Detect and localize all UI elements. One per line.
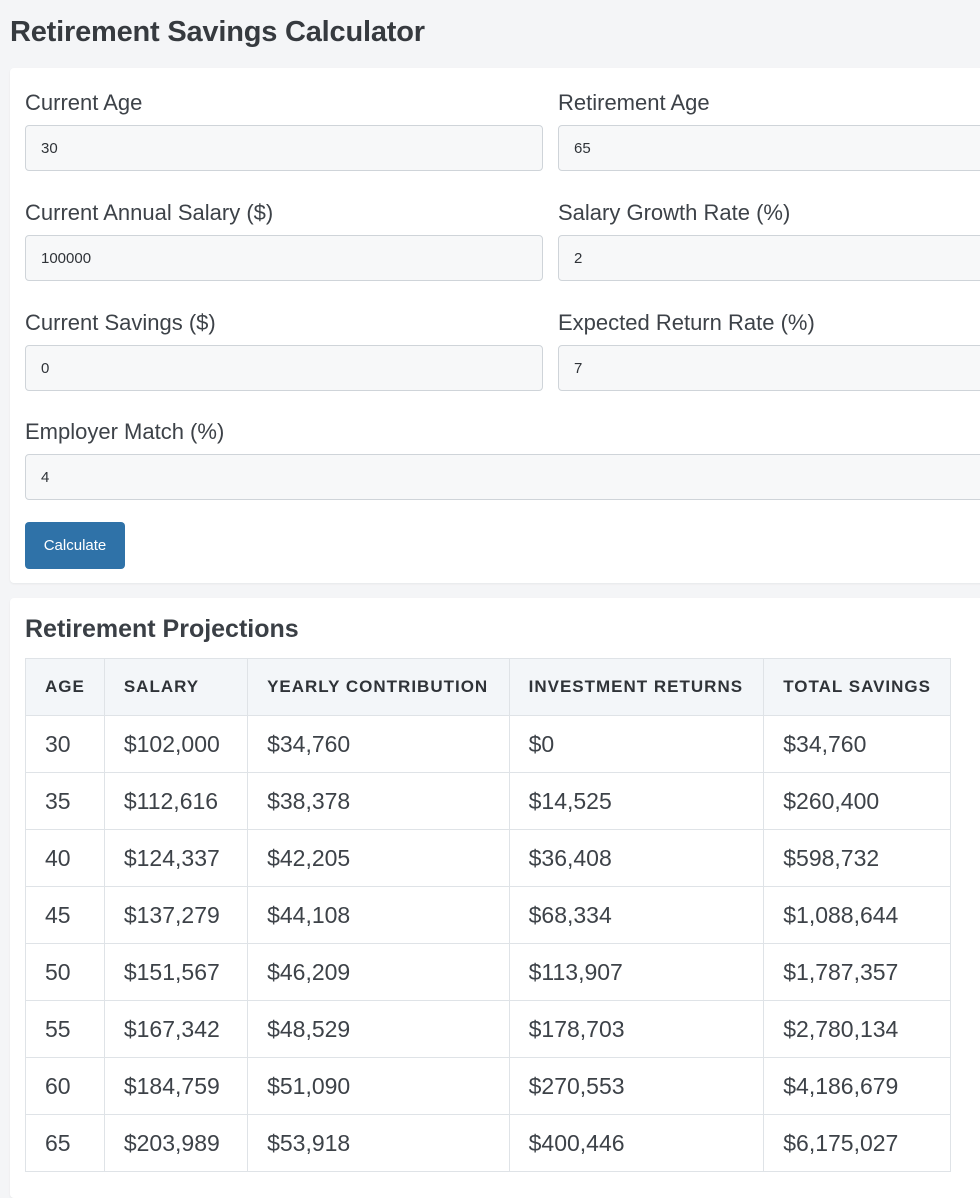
cell-yearly-contribution: $48,529: [247, 1000, 510, 1058]
cell-salary: $124,337: [103, 829, 249, 887]
cell-age: 55: [25, 1000, 105, 1058]
cell-total-savings: $1,787,357: [763, 943, 951, 1001]
table-row: 30 $102,000 $34,760 $0 $34,760: [25, 715, 951, 773]
cell-yearly-contribution: $38,378: [247, 772, 510, 830]
cell-yearly-contribution: $44,108: [247, 886, 510, 944]
current-age-label: Current Age: [25, 90, 143, 115]
cell-total-savings: $260,400: [763, 772, 951, 830]
cell-investment-returns: $68,334: [508, 886, 765, 944]
cell-total-savings: $34,760: [763, 715, 951, 773]
column-header-age: AGE: [25, 658, 105, 716]
cell-age: 40: [25, 829, 105, 887]
column-header-yearly-contribution: YEARLY CONTRIBUTION: [247, 658, 510, 716]
cell-investment-returns: $0: [508, 715, 765, 773]
cell-investment-returns: $36,408: [508, 829, 765, 887]
cell-salary: $151,567: [103, 943, 249, 1001]
retirement-age-input[interactable]: [558, 125, 980, 171]
column-header-investment-returns: INVESTMENT RETURNS: [508, 658, 765, 716]
cell-salary: $112,616: [103, 772, 249, 830]
cell-yearly-contribution: $34,760: [247, 715, 510, 773]
table-row: 55 $167,342 $48,529 $178,703 $2,780,134: [25, 1000, 951, 1058]
table-row: 45 $137,279 $44,108 $68,334 $1,088,644: [25, 886, 951, 944]
cell-total-savings: $598,732: [763, 829, 951, 887]
current-savings-input[interactable]: [25, 345, 543, 391]
salary-growth-input[interactable]: [558, 235, 980, 281]
table-row: 50 $151,567 $46,209 $113,907 $1,787,357: [25, 943, 951, 1001]
current-savings-label: Current Savings ($): [25, 310, 216, 335]
cell-total-savings: $4,186,679: [763, 1057, 951, 1115]
cell-age: 50: [25, 943, 105, 1001]
column-header-salary: SALARY: [103, 658, 249, 716]
cell-investment-returns: $400,446: [508, 1114, 765, 1172]
cell-age: 60: [25, 1057, 105, 1115]
employer-match-input[interactable]: [25, 454, 980, 500]
calculator-form: Current Age Retirement Age Current Annua…: [10, 68, 980, 583]
projections-table: AGE SALARY YEARLY CONTRIBUTION INVESTMEN…: [25, 658, 951, 1172]
cell-yearly-contribution: $46,209: [247, 943, 510, 1001]
table-row: 35 $112,616 $38,378 $14,525 $260,400: [25, 772, 951, 830]
cell-age: 65: [25, 1114, 105, 1172]
results-panel: Retirement Projections AGE SALARY YEARLY…: [10, 598, 980, 1198]
current-salary-input[interactable]: [25, 235, 543, 281]
cell-salary: $167,342: [103, 1000, 249, 1058]
column-header-total-savings: TOTAL SAVINGS: [763, 658, 951, 716]
cell-total-savings: $2,780,134: [763, 1000, 951, 1058]
cell-salary: $102,000: [103, 715, 249, 773]
cell-yearly-contribution: $42,205: [247, 829, 510, 887]
cell-total-savings: $1,088,644: [763, 886, 951, 944]
cell-age: 45: [25, 886, 105, 944]
cell-yearly-contribution: $51,090: [247, 1057, 510, 1115]
table-row: 40 $124,337 $42,205 $36,408 $598,732: [25, 829, 951, 887]
table-row: 65 $203,989 $53,918 $400,446 $6,175,027: [25, 1114, 951, 1172]
cell-age: 35: [25, 772, 105, 830]
calculate-button[interactable]: Calculate: [25, 522, 125, 569]
cell-investment-returns: $270,553: [508, 1057, 765, 1115]
cell-investment-returns: $178,703: [508, 1000, 765, 1058]
employer-match-label: Employer Match (%): [25, 419, 225, 444]
table-header-row: AGE SALARY YEARLY CONTRIBUTION INVESTMEN…: [25, 658, 951, 716]
page-title: Retirement Savings Calculator: [10, 16, 425, 48]
return-rate-label: Expected Return Rate (%): [558, 310, 815, 335]
cell-yearly-contribution: $53,918: [247, 1114, 510, 1172]
cell-investment-returns: $113,907: [508, 943, 765, 1001]
retirement-age-label: Retirement Age: [558, 90, 710, 115]
return-rate-input[interactable]: [558, 345, 980, 391]
cell-salary: $137,279: [103, 886, 249, 944]
cell-salary: $203,989: [103, 1114, 249, 1172]
cell-total-savings: $6,175,027: [763, 1114, 951, 1172]
current-salary-label: Current Annual Salary ($): [25, 200, 274, 225]
cell-investment-returns: $14,525: [508, 772, 765, 830]
table-row: 60 $184,759 $51,090 $270,553 $4,186,679: [25, 1057, 951, 1115]
cell-salary: $184,759: [103, 1057, 249, 1115]
current-age-input[interactable]: [25, 125, 543, 171]
results-title: Retirement Projections: [25, 615, 299, 643]
cell-age: 30: [25, 715, 105, 773]
salary-growth-label: Salary Growth Rate (%): [558, 200, 791, 225]
